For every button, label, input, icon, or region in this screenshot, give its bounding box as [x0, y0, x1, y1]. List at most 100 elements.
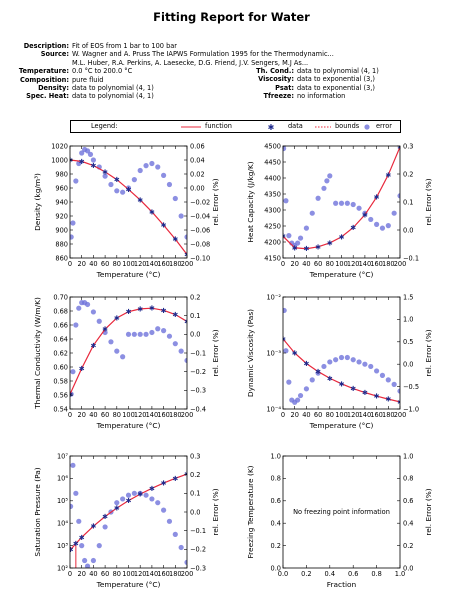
data-point: ✱ [362, 211, 368, 219]
data-point: ✱ [385, 171, 391, 179]
y2-tick-label: 0.04 [190, 156, 205, 164]
data-point: ✱ [149, 485, 155, 493]
x-tick-label: 0.8 [371, 570, 382, 578]
data-point: ✱ [184, 251, 190, 259]
x-tick-label: 60 [314, 411, 322, 419]
error-point [350, 357, 356, 363]
error-point [161, 328, 167, 334]
y-tick-label: 0.0 [271, 564, 282, 572]
data-point: ✱ [385, 396, 391, 404]
info-left-value: data to polynomial (4, 1) [72, 92, 154, 101]
data-point: ✱ [90, 523, 96, 531]
error-point [178, 544, 184, 551]
error-point [70, 220, 76, 226]
data-point: ✱ [184, 318, 190, 326]
info-left-value: data to polynomial (4, 1) [72, 84, 154, 93]
x-tick-label: 180 [382, 411, 395, 419]
error-point [283, 198, 289, 204]
error-point [172, 195, 178, 202]
y-axis-label: Freezing Temperature (K) [246, 465, 255, 558]
error-point [368, 363, 374, 370]
data-point: ✱ [114, 505, 120, 513]
error-point [114, 500, 120, 506]
function-line [70, 473, 187, 551]
legend-bounds-line [315, 126, 331, 128]
error-point [368, 216, 374, 223]
y2-tick-label: −0.3 [190, 387, 206, 395]
y-tick-label: 0.66 [53, 321, 68, 329]
y-tick-label: 980 [55, 170, 68, 178]
y2-tick-label: −0.1 [190, 527, 206, 535]
chart-heat_capacity: ✱ ✱ ✱ ✱ ✱ ✱ ✱ ✱ ✱ ✱ ✱ 0 20 40 60 80 100 120 140 160 180 200 41… [246, 142, 433, 279]
x-tick-label: 20 [78, 260, 86, 268]
info-left-value: 0.0 °C to 200.0 °C [72, 67, 133, 76]
data-point: ✱ [172, 311, 178, 319]
data-point: ✱ [303, 245, 309, 253]
error-point [161, 507, 167, 513]
info-left-value: M.L. Huber, R.A. Perkins, A. Laesecke, D… [72, 58, 309, 67]
info-right-row: Psat: data to exponential (3,) [215, 84, 379, 92]
info-left-label: Density: [38, 84, 69, 93]
y2-tick-label: −0.10 [190, 254, 210, 262]
y-tick-label: 4450 [264, 158, 281, 166]
error-point [283, 307, 287, 314]
error-point [73, 178, 79, 184]
chart-viscosity: ✱ ✱ ✱ ✱ ✱ ✱ ✱ ✱ ✱ ✱ ✱ 0 20 40 60 80 100 120 140 160 180 200 10… [246, 293, 433, 430]
data-point: ✱ [79, 158, 85, 166]
error-point [327, 173, 333, 179]
y-tick-label: 10⁶ [57, 475, 68, 483]
y2-axis-label: rel. Error (%) [211, 488, 220, 535]
x-tick-label: 160 [370, 411, 383, 419]
data-point: ✱ [137, 491, 143, 499]
error-point [143, 163, 149, 169]
error-point [338, 200, 345, 206]
data-point: ✱ [90, 342, 96, 350]
plot-frame [69, 455, 188, 569]
function-line [283, 146, 400, 250]
error-point [79, 150, 85, 156]
data-point: ✱ [126, 186, 132, 194]
data-point: ✱ [350, 385, 356, 393]
error-point [315, 195, 321, 201]
data-point: ✱ [172, 475, 178, 483]
y2-tick-label: 0.00 [190, 184, 205, 192]
data-point: ✱ [161, 222, 167, 230]
y-tick-label: 0.60 [53, 363, 68, 371]
info-left-label: Description: [23, 42, 69, 50]
data-point: ✱ [73, 540, 79, 548]
data-point: ✱ [339, 233, 345, 241]
y-tick-label: 4300 [264, 206, 281, 214]
chart-saturation_pressure: ✱✱✱✱✱✱✱✱✱✱✱✱0 20 40 60 80 100 120 140 160 180 2001… [33, 452, 220, 589]
x-axis-label: Temperature (°C) [309, 270, 374, 279]
x-tick-label: 160 [157, 570, 170, 578]
info-right-value: data to polynomial (4, 1) [297, 67, 379, 75]
info-left-value: W. Wagner and A. Pruss The IAPWS Formula… [72, 50, 334, 59]
error-point [295, 240, 301, 246]
error-point [374, 221, 380, 227]
x-axis-label: Fraction [327, 580, 357, 589]
info-right-value: no information [297, 92, 346, 101]
x-tick-label: 120 [134, 411, 147, 419]
error-point [385, 377, 391, 383]
info-right-row: Th. Cond.: data to polynomial (4, 1) [215, 67, 379, 75]
y2-tick-label: 0.3 [403, 142, 414, 150]
error-point [87, 151, 94, 157]
x-tick-label: 60 [314, 260, 322, 268]
x-tick-label: 160 [157, 260, 170, 268]
x-tick-label: 20 [291, 260, 299, 268]
error-point [327, 359, 333, 365]
x-tick-label: 80 [326, 260, 334, 268]
error-point [309, 210, 315, 216]
y-tick-label: 4150 [264, 254, 281, 262]
x-tick-label: 0 [68, 260, 72, 268]
error-point [303, 225, 309, 231]
x-tick-label: 0 [68, 411, 72, 419]
x-tick-label: 0.6 [348, 570, 359, 578]
info-right-label: Th. Cond.: [256, 67, 294, 75]
y2-tick-label: −0.06 [190, 226, 210, 234]
x-tick-label: 100 [335, 411, 348, 419]
x-tick-label: 140 [146, 411, 159, 419]
y-tick-label: 0.56 [53, 391, 68, 399]
error-point [385, 223, 391, 229]
y2-axis-label: rel. Error (%) [424, 329, 433, 376]
